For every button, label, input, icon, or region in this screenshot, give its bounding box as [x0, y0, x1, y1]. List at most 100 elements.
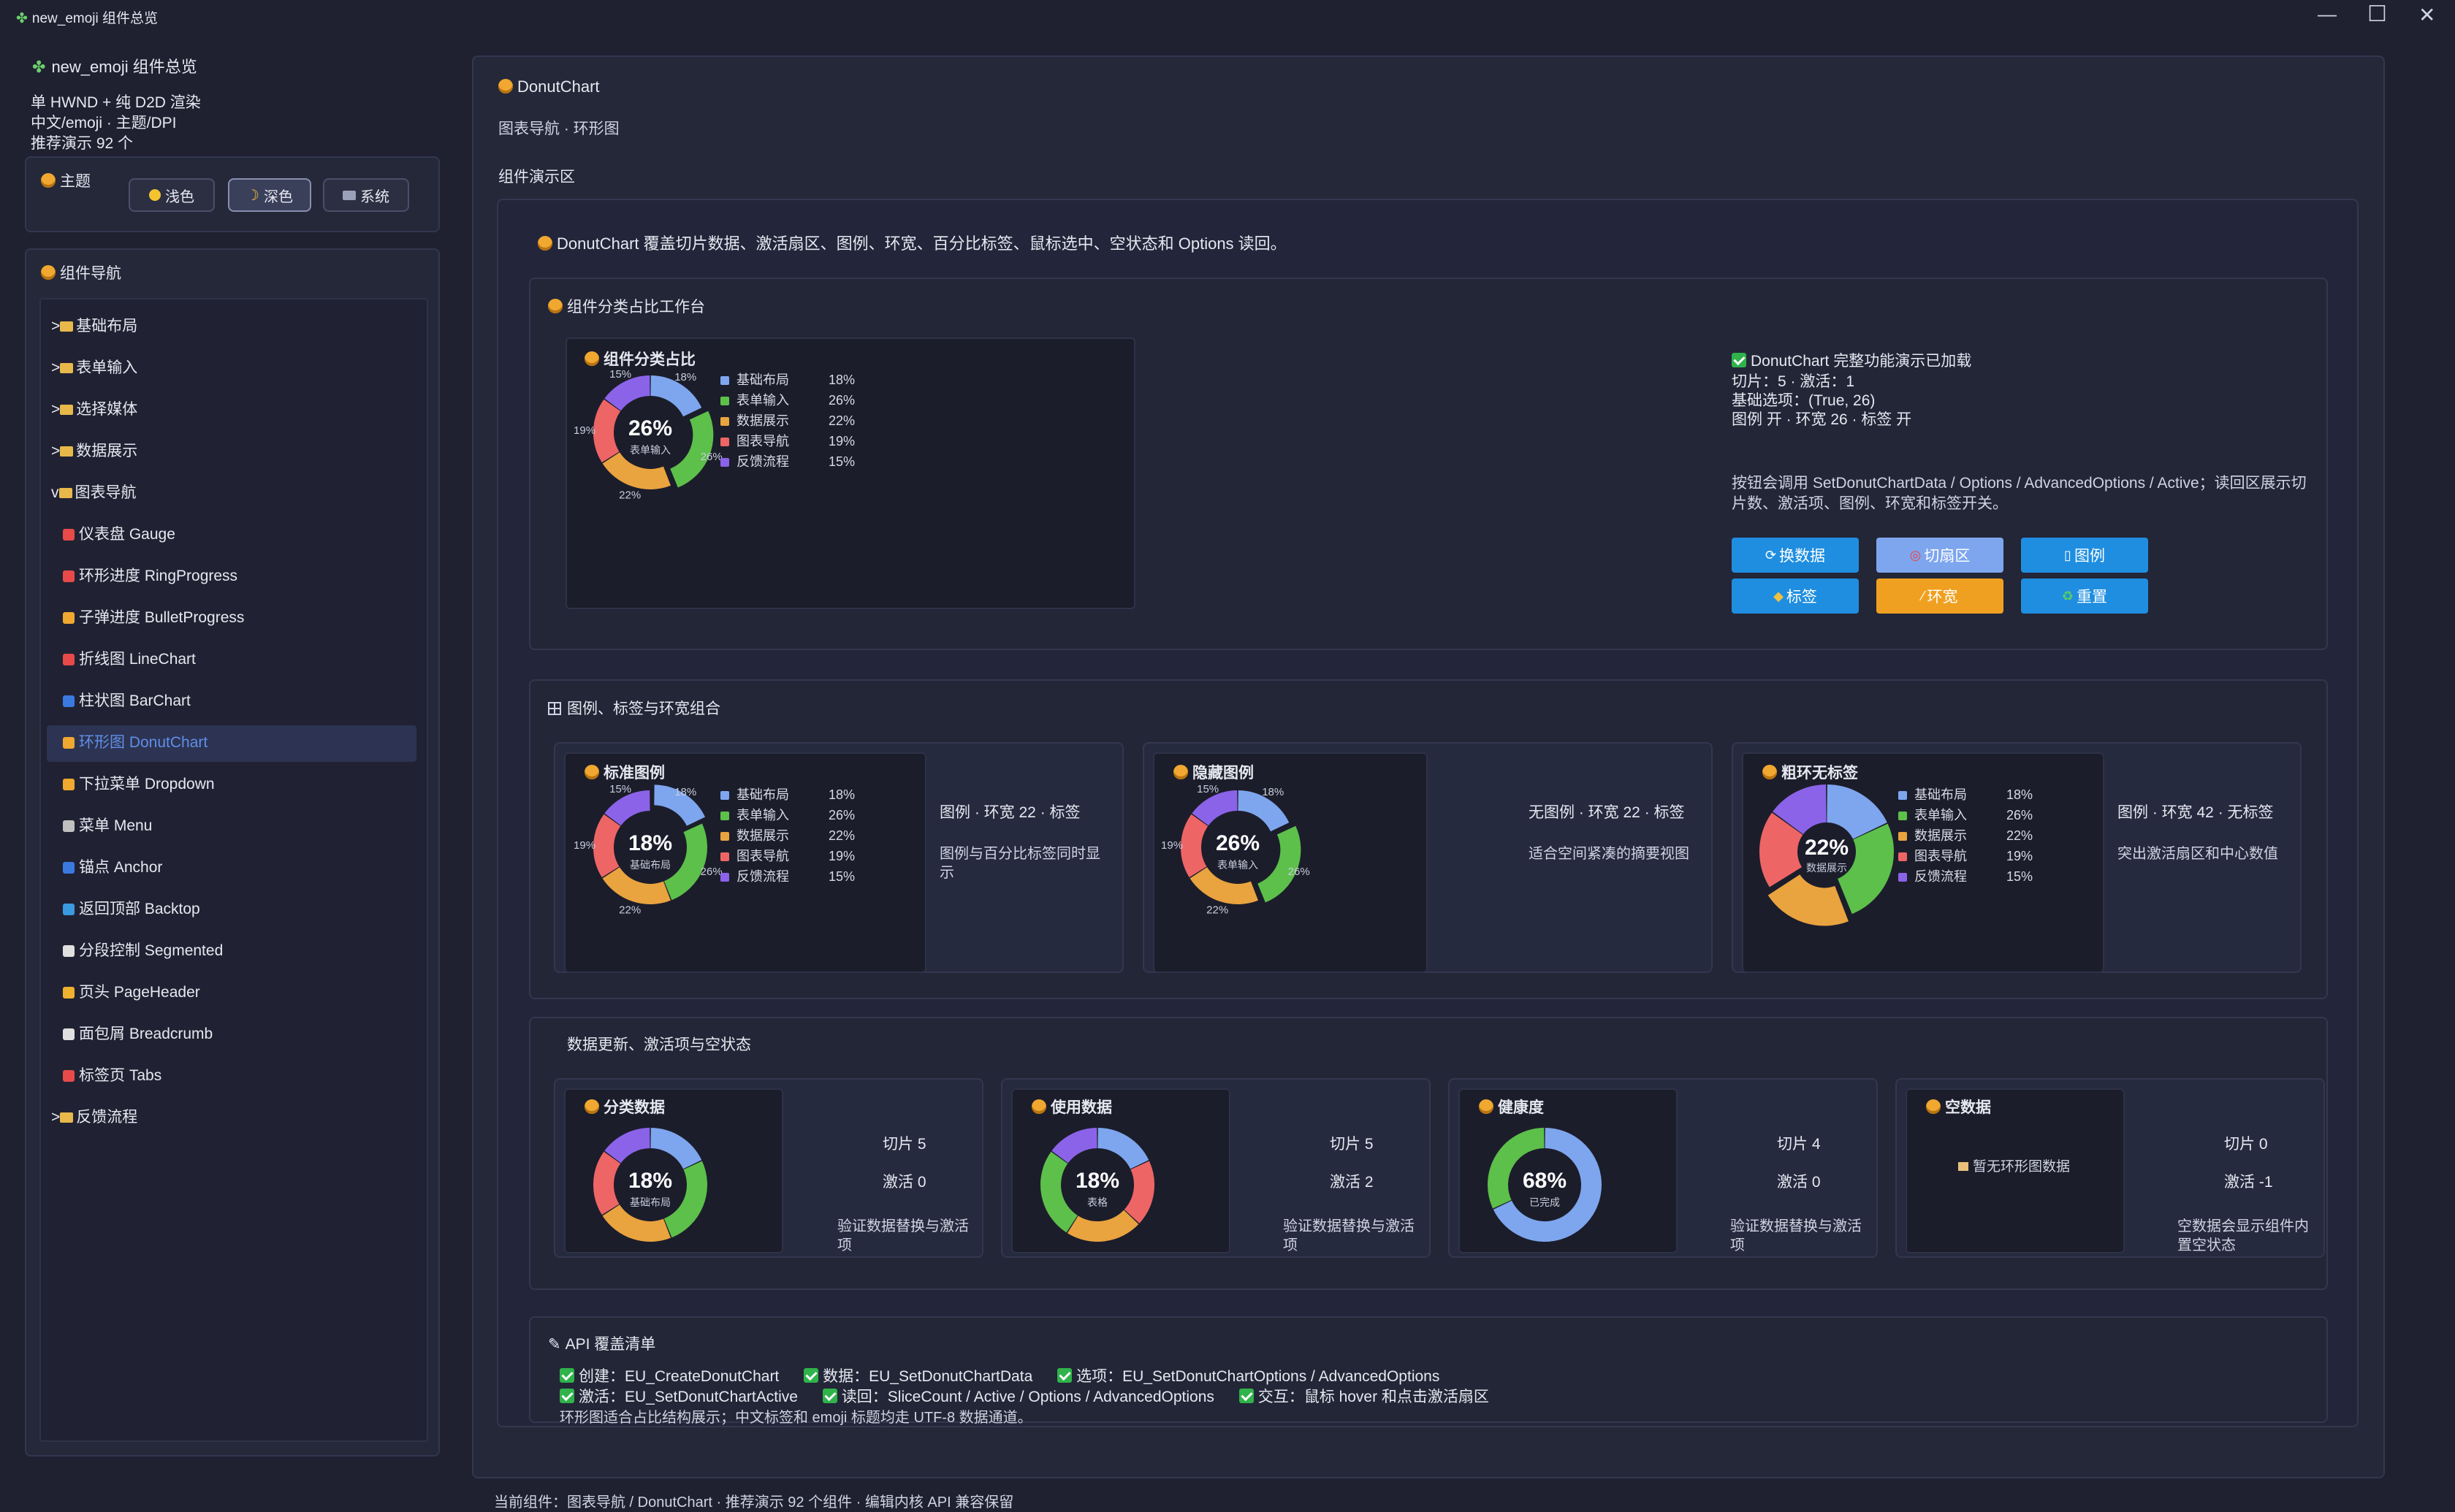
sidebar-item-label: 数据展示: [76, 443, 138, 459]
sidebar-item-11[interactable]: 下拉菜单 Dropdown: [63, 772, 215, 794]
theme-light-button[interactable]: 浅色: [129, 178, 215, 212]
pencil-icon: ✎: [548, 1336, 561, 1353]
workbench-status-line2: 基础选项：(True, 26): [1732, 392, 1876, 409]
legend-card-hidden-chart: [1153, 752, 1428, 973]
sidebar-item-8[interactable]: 折线图 LineChart: [63, 647, 196, 669]
legend-card-standard-chart: [564, 752, 926, 973]
maximize-button[interactable]: ☐: [2367, 2, 2387, 26]
data-section-title: 数据更新、激活项与空状态: [548, 1033, 751, 1055]
sidebar-item-1[interactable]: > 表单输入: [51, 356, 137, 378]
palette-icon: [41, 173, 56, 188]
label-toggle-button[interactable]: ◆ 标签: [1732, 579, 1859, 614]
data-card-category-desc: 验证数据替换与激活项: [837, 1218, 969, 1253]
data-card-usage-slices: 切片 5: [1330, 1136, 1374, 1153]
close-button[interactable]: ✕: [2418, 4, 2436, 26]
sidebar-item-6[interactable]: 环形进度 RingProgress: [63, 564, 237, 586]
sidebar-item-15[interactable]: 分段控制 Segmented: [63, 939, 223, 961]
sidebar-item-0[interactable]: > 基础布局: [51, 314, 137, 336]
sidebar-item-12[interactable]: 菜单 Menu: [63, 814, 152, 836]
data-card-empty-active: 激活 -1: [2224, 1174, 2273, 1191]
workbench-status-line1: 切片：5 · 激活：1: [1732, 373, 1855, 390]
workbench-status-line3: 图例 开 · 环宽 26 · 标签 开: [1732, 411, 1912, 428]
sidebar-item-3[interactable]: > 数据展示: [51, 439, 137, 461]
swap-data-button[interactable]: ⟳ 换数据: [1732, 538, 1859, 573]
data-card-usage-active: 激活 2: [1330, 1174, 1374, 1191]
refresh-icon: ⟳: [1765, 547, 1777, 562]
demo-area-label: 组件演示区: [498, 169, 575, 186]
workbench-title: 组件分类占比工作台: [548, 295, 705, 317]
donut-emoji-icon: [1926, 1099, 1941, 1115]
sidebar-item-4[interactable]: v 图表导航: [51, 481, 137, 503]
check-icon: [822, 1389, 837, 1404]
donut-emoji-icon: [585, 765, 599, 780]
component-icon: [63, 820, 75, 832]
donut-emoji-icon: [585, 1099, 599, 1115]
check-icon: [804, 1368, 819, 1383]
legend-card-standard-info: 图例 · 环宽 22 · 标签: [940, 804, 1081, 821]
api-title: ✎ API 覆盖清单: [548, 1336, 656, 1353]
data-card-usage-title: 使用数据: [1032, 1096, 1112, 1118]
legend-toggle-button[interactable]: ▯ 图例: [2021, 538, 2148, 573]
sidebar-item-label: 子弹进度 BulletProgress: [79, 609, 245, 626]
expand-chevron-icon: v: [51, 484, 59, 501]
theme-system-button[interactable]: 系统: [323, 178, 409, 212]
ring-width-button[interactable]: ⁄ 环宽: [1876, 579, 2003, 614]
sidebar-item-9[interactable]: 柱状图 BarChart: [63, 689, 191, 711]
switch-sector-button[interactable]: ◎ 切扇区: [1876, 538, 2003, 573]
sidebar-item-18[interactable]: 标签页 Tabs: [63, 1064, 161, 1085]
data-card-usage-center-label: 表格: [1087, 1196, 1108, 1208]
component-icon: [63, 654, 75, 665]
sidebar-item-label: 面包屑 Breadcrumb: [79, 1026, 213, 1042]
sidebar-item-14[interactable]: 返回顶部 Backtop: [63, 897, 200, 919]
sidebar-item-10[interactable]: 环形图 DonutChart: [63, 730, 208, 752]
donut-emoji-icon: [585, 351, 599, 367]
component-icon: [63, 529, 75, 541]
sidebar-item-2[interactable]: > 选择媒体: [51, 397, 137, 419]
page-icon: ▯: [2064, 547, 2071, 562]
ruler-icon: ⁄: [1922, 588, 1925, 603]
sidebar-item-label: 选择媒体: [76, 401, 138, 418]
workbench-chart-card: [566, 337, 1135, 609]
data-card-category-title: 分类数据: [585, 1096, 665, 1118]
leaf-icon: ✤: [32, 58, 46, 76]
check-icon: [1057, 1368, 1073, 1383]
component-icon: [63, 987, 75, 999]
sidebar-item-label: 表单输入: [76, 359, 138, 376]
theme-panel: 主题 浅色 ☽ 深色 系统: [25, 156, 440, 232]
grid-icon: [548, 702, 561, 715]
legend-card-thick-title: 粗环无标签: [1762, 761, 1858, 783]
data-card-health-center-label: 已完成: [1529, 1196, 1560, 1208]
donut-emoji-icon: [1479, 1099, 1493, 1115]
folder-icon: [60, 405, 74, 415]
data-card-health-title: 健康度: [1479, 1096, 1544, 1118]
reset-button[interactable]: ♻ 重置: [2021, 579, 2148, 614]
workbench-status-title: DonutChart 完整功能演示已加载: [1732, 349, 1971, 371]
check-icon: [1238, 1389, 1254, 1404]
check-icon: [560, 1389, 574, 1404]
theme-title: 主题: [41, 169, 91, 191]
sidebar-item-label: 标签页 Tabs: [79, 1067, 162, 1084]
sidebar-item-label: 菜单 Menu: [79, 817, 153, 834]
sidebar-item-19[interactable]: > 反馈流程: [51, 1105, 137, 1127]
minimize-button[interactable]: —: [2318, 3, 2337, 25]
sidebar-item-label: 图表导航: [75, 484, 137, 501]
sidebar-item-5[interactable]: 仪表盘 Gauge: [63, 522, 175, 544]
compass-icon: [41, 265, 56, 280]
sidebar-item-13[interactable]: 锚点 Anchor: [63, 855, 162, 877]
monitor-icon: [343, 190, 356, 200]
theme-dark-button[interactable]: ☽ 深色: [228, 178, 311, 212]
legend-card-thick-desc: 突出激活扇区和中心数值: [2117, 846, 2278, 862]
component-icon: [63, 570, 75, 582]
expand-chevron-icon: >: [51, 359, 61, 376]
sidebar-item-7[interactable]: 子弹进度 BulletProgress: [63, 606, 244, 627]
api-row-2: 激活：EU_SetDonutChartActive 读回：SliceCount …: [560, 1385, 1489, 1407]
donut-emoji-icon: [1173, 765, 1188, 780]
api-row-1: 创建：EU_CreateDonutChart 数据：EU_SetDonutCha…: [560, 1364, 1439, 1386]
data-card-usage-desc: 验证数据替换与激活项: [1283, 1218, 1415, 1253]
expand-chevron-icon: >: [51, 1109, 61, 1126]
sidebar-item-16[interactable]: 页头 PageHeader: [63, 980, 200, 1002]
data-card-empty-text: 暂无环形图数据: [1958, 1156, 2070, 1175]
folder-icon: [60, 363, 74, 373]
sidebar-item-17[interactable]: 面包屑 Breadcrumb: [63, 1022, 213, 1044]
component-icon: [63, 1028, 75, 1040]
